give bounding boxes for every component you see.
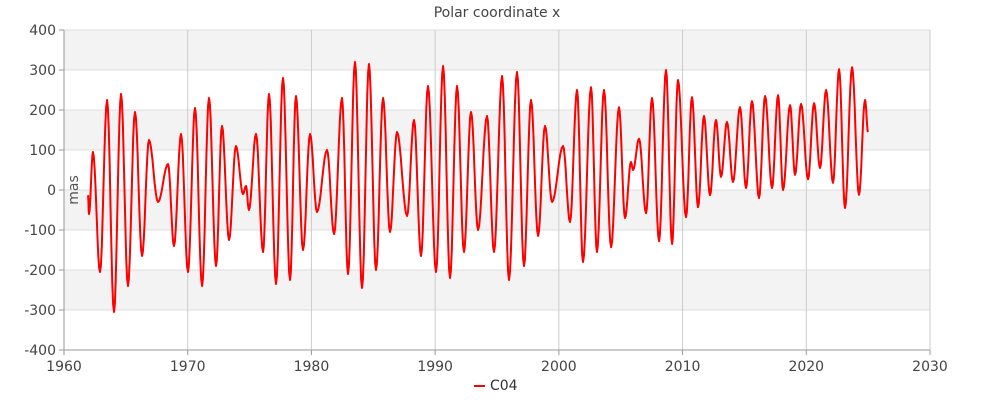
y-tick-label: 0 [47,183,56,199]
y-tick-label: -300 [24,303,56,319]
grid-band [64,30,930,70]
x-tick-label: 1960 [46,359,82,375]
x-tick-label: 1990 [417,359,453,375]
y-tick-label: -400 [24,343,56,359]
y-tick-label: 400 [29,23,56,39]
x-tick-label: 2000 [541,359,577,375]
y-tick-label: 200 [29,103,56,119]
y-tick-label: -200 [24,263,56,279]
y-tick-label: -100 [24,223,56,239]
grid-band [64,270,930,310]
y-tick-label: 300 [29,63,56,79]
y-tick-label: 100 [29,143,56,159]
legend-label-c04[interactable]: C04 [490,378,518,394]
x-tick-label: 2020 [788,359,824,375]
legend[interactable]: C04 [474,378,518,394]
x-tick-label: 1970 [170,359,206,375]
series-line-c04 [87,61,869,313]
chart-title: Polar coordinate x [434,5,561,21]
x-tick-label: 1980 [294,359,330,375]
y-axis-label: mas [66,175,82,205]
x-tick-label: 2030 [912,359,948,375]
x-tick-label: 2010 [665,359,701,375]
